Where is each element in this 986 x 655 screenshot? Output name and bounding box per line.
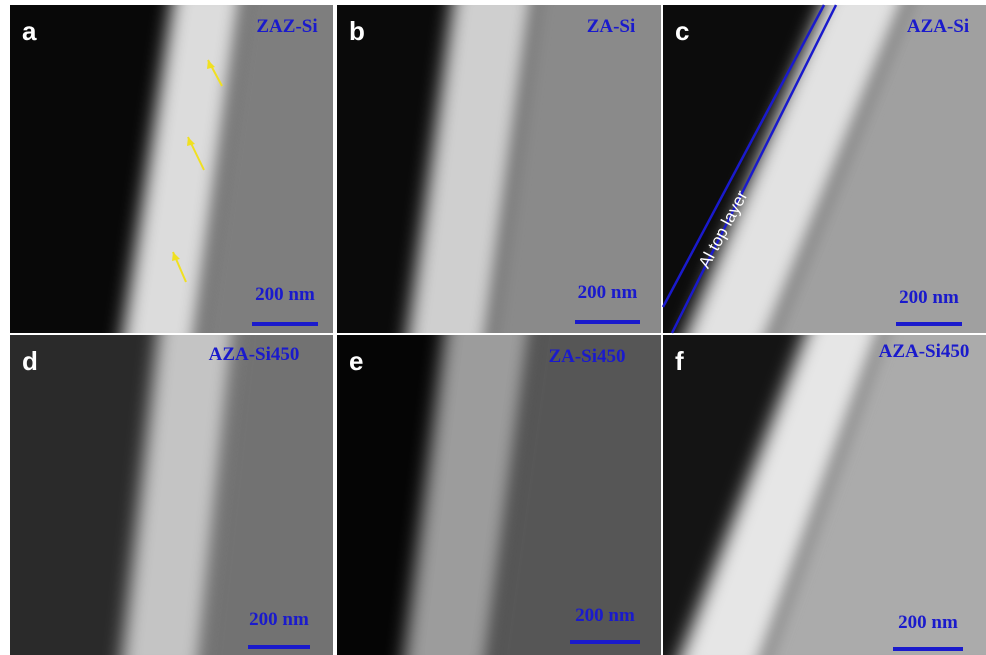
panel-letter: e: [349, 346, 363, 376]
sample-label: AZA-Si450: [209, 344, 300, 365]
panel: [10, 315, 363, 655]
scale-bar: [248, 645, 310, 649]
figure: a ZAZ-Si 200 nm b ZA-Si 200 nm c AZA-Si 200 nm d A…: [0, 0, 986, 655]
scale-bar: [575, 320, 640, 324]
panel: [663, 315, 986, 655]
scale-bar-label: 200 nm: [249, 609, 309, 630]
scale-bar: [570, 640, 640, 644]
scale-bar-label: 200 nm: [255, 284, 315, 305]
panel: [337, 315, 691, 655]
scale-bar: [893, 647, 963, 651]
scale-bar: [896, 322, 962, 326]
scale-bar-label: 200 nm: [898, 612, 958, 633]
scale-bar-label: 200 nm: [578, 282, 638, 303]
panel-letter: f: [675, 346, 684, 376]
scale-bar-label: 200 nm: [575, 605, 635, 626]
sample-label: ZA-Si: [587, 16, 636, 37]
scale-bar: [252, 322, 318, 326]
scale-bar-label: 200 nm: [899, 287, 959, 308]
panel-letter: d: [22, 346, 38, 376]
panel: [337, 0, 691, 353]
sample-label: AZA-Si: [907, 16, 969, 37]
panel-letter: a: [22, 16, 37, 46]
sample-label: ZAZ-Si: [256, 16, 317, 37]
sample-label: ZA-Si450: [548, 346, 625, 367]
panel-letter: b: [349, 16, 365, 46]
sample-label: AZA-Si450: [879, 341, 970, 362]
panel-letter: c: [675, 16, 689, 46]
